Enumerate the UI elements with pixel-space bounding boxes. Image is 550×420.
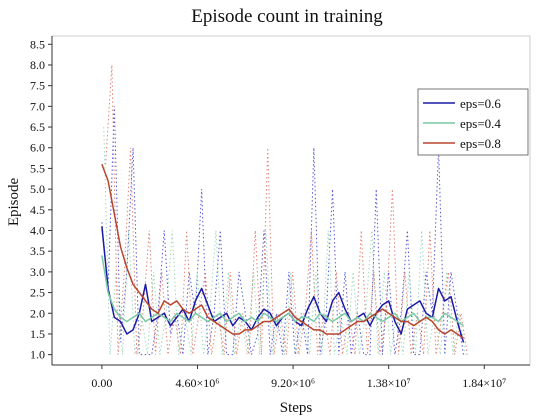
x-tick-label: 0.00 [91,376,112,390]
y-tick-label: 3.0 [30,265,45,279]
y-tick-label: 8.5 [30,37,45,51]
y-tick-label: 3.5 [30,244,45,258]
legend: eps=0.6 eps=0.4 eps=0.8 [417,88,529,156]
y-tick-label: 7.5 [30,79,45,93]
raw-series-layer [101,64,468,356]
y-tick-label: 1.5 [30,327,45,341]
y-tick-label: 4.5 [30,203,45,217]
y-axis-label: Episode [6,177,22,226]
y-tick-label: 5.0 [30,182,45,196]
x-axis-label: Steps [280,400,313,416]
y-tick-label: 5.5 [30,161,45,175]
y-tick-label: 2.0 [30,306,45,320]
chart-title: Episode count in training [191,6,383,27]
y-tick-label: 1.0 [30,348,45,362]
y-tick-label: 2.5 [30,286,45,300]
legend-label-1: eps=0.4 [460,116,501,131]
y-tick-label: 6.5 [30,120,45,134]
series-line-2 [101,164,464,339]
legend-label-2: eps=0.8 [460,136,501,151]
legend-label-0: eps=0.6 [460,96,501,111]
y-tick-label: 6.0 [30,141,45,155]
raw-series-1 [103,127,466,355]
x-tick-label: 1.38×10⁷ [367,376,411,390]
y-tick-label: 7.0 [30,99,45,113]
raw-series-0 [101,106,464,356]
series-line-1 [101,255,464,327]
x-tick-label: 9.20×10⁶ [271,376,315,390]
y-tick-group: 1.0 1.5 2.0 2.5 3.0 3.5 4.0 4.5 5.0 5.5 6.0 6.5 7.0 7… [30,37,52,362]
y-tick-label: 8.0 [30,58,45,72]
x-tick-label: 1.84×10⁷ [462,376,506,390]
legend-box [417,88,529,156]
x-tick-label: 4.60×10⁶ [176,376,220,390]
y-tick-label: 4.0 [30,224,45,238]
x-tick-group: 0.00 4.60×10⁶ 9.20×10⁶ 1.38×10⁷ 1.84×10⁷ [91,365,506,390]
smooth-series-layer [101,164,465,343]
